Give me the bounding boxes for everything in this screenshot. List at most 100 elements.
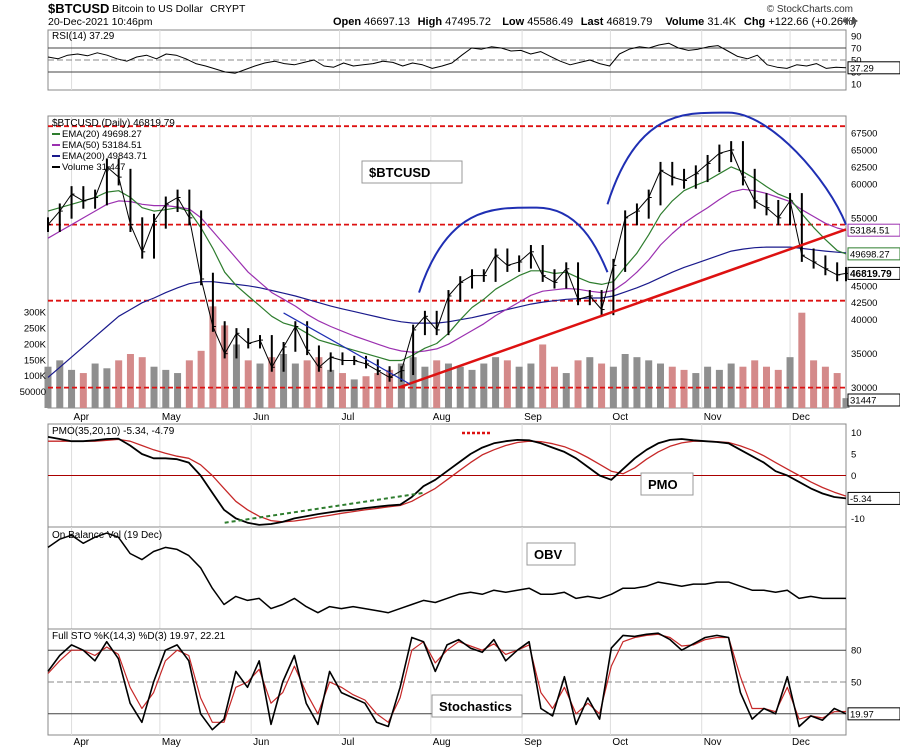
pmo-last-tag: -5.34 <box>850 494 872 505</box>
pmo-tick-label: 5 <box>851 450 856 461</box>
volume-tick-label: 300K <box>24 308 47 319</box>
month-tick-label: Nov <box>704 412 722 423</box>
symbol-title: $BTCUSD <box>48 1 109 16</box>
month-tick-label: May <box>162 412 181 423</box>
volume-bar <box>786 357 794 408</box>
ohlc-stats: Open 46697.13 High 47495.72 Low 45586.49 La… <box>333 16 856 28</box>
volume-bar <box>586 357 594 408</box>
rsi-tick-label: 70 <box>851 44 862 55</box>
volume-bar <box>79 373 87 408</box>
month-tick-label: Dec <box>792 737 810 748</box>
stat-open: Open 46697.13 <box>333 16 410 28</box>
volume-bar <box>492 357 500 408</box>
volume-bar <box>480 363 488 408</box>
ema20-line <box>47 166 847 362</box>
price-tick-label: 62500 <box>851 162 877 173</box>
legend-volume: Volume 31,447 <box>62 162 125 173</box>
rsi-line <box>47 42 847 74</box>
sto-tick-label: 50 <box>851 678 862 689</box>
obv-annotation-label-box <box>526 542 576 566</box>
month-tick-label: May <box>162 737 181 748</box>
volume-bar <box>138 357 146 408</box>
volume-bar <box>291 363 299 408</box>
price-annotation-label: $BTCUSD <box>369 165 430 180</box>
sto-annotation-label-box <box>431 694 523 718</box>
price-line <box>47 149 847 378</box>
volume-bar <box>126 354 134 408</box>
exchange-label: CRYPT <box>210 3 246 15</box>
volume-bar <box>338 373 346 408</box>
sto-last-tag-box <box>847 707 900 721</box>
month-tick-label: Jul <box>342 737 355 748</box>
price-tick-label: 60000 <box>851 179 877 190</box>
month-tick-label: Jun <box>253 412 269 423</box>
pmo-tick-label: -10 <box>851 514 865 525</box>
stat-volume: Volume 31.4K <box>665 16 736 28</box>
volume-bar <box>609 366 617 408</box>
volume-tick-label: 200K <box>24 339 47 350</box>
volume-bar <box>350 379 358 408</box>
sto-tick-label: 80 <box>851 646 862 657</box>
rsi-label: RSI(14) 37.29 <box>52 31 115 42</box>
sto-last-tag: 19.97 <box>850 709 874 720</box>
volume-bar <box>715 369 723 408</box>
month-tick-label: Sep <box>524 737 542 748</box>
volume-bar <box>56 360 64 408</box>
volume-bar <box>386 369 394 408</box>
volume-tick-label: 100K <box>24 371 47 382</box>
volume-bar <box>244 360 252 408</box>
month-tick-label: Aug <box>433 737 451 748</box>
volume-bar <box>562 373 570 408</box>
last-price-tag-box <box>847 266 900 280</box>
volume-bar <box>174 373 182 408</box>
volume-bar <box>468 369 476 408</box>
price-tick-label: 30000 <box>851 383 877 394</box>
month-tick-label: Aug <box>433 412 451 423</box>
volume-bar <box>645 360 653 408</box>
sto-annotation-label: Stochastics <box>439 699 512 714</box>
price-tick-label: 67500 <box>851 128 877 139</box>
rounded-top-arc <box>418 206 609 293</box>
volume-bar <box>621 354 629 408</box>
month-tick-label: Oct <box>612 412 628 423</box>
month-tick-label: Sep <box>524 412 542 423</box>
stat-high: High 47495.72 <box>418 16 491 28</box>
volume-bar <box>327 369 335 408</box>
month-tick-label: Oct <box>612 737 628 748</box>
rsi-tick-label: 50 <box>851 56 862 67</box>
volume-bar <box>232 344 240 408</box>
rsi-last-tag-box <box>847 61 900 75</box>
instrument-name: Bitcoin to US Dollar <box>112 3 204 15</box>
price-tick-label: 42500 <box>851 298 877 309</box>
obv-line <box>47 532 846 614</box>
volume-bar <box>91 363 99 408</box>
volume-bar <box>762 366 770 408</box>
volume-bar <box>185 360 193 408</box>
volume-bar <box>739 366 747 408</box>
chart-date: 20-Dec-2021 10:46pm <box>48 16 153 28</box>
volume-tag: 31447 <box>850 396 876 407</box>
sto-d-line <box>47 633 847 723</box>
price-tick-label: 55000 <box>851 213 877 224</box>
ema20-tag-box <box>847 247 900 261</box>
volume-bar <box>197 350 205 408</box>
pmo-green-trendline <box>224 491 426 524</box>
volume-bar <box>221 325 229 408</box>
ema200-line <box>47 246 847 378</box>
month-tick-label: Dec <box>792 412 810 423</box>
obv-annotation-label: OBV <box>534 547 563 562</box>
volume-bar <box>303 360 311 408</box>
volume-bar <box>833 373 841 408</box>
scroll-arrows-icon[interactable] <box>842 17 858 25</box>
volume-bar <box>574 360 582 408</box>
volume-bar <box>692 373 700 408</box>
volume-bar <box>751 360 759 408</box>
sto-label: Full STO %K(14,3) %D(3) 19.97, 22.21 <box>52 631 226 642</box>
volume-bar <box>162 369 170 408</box>
volume-bar <box>515 366 523 408</box>
rounded-top-arc <box>606 111 847 226</box>
stat-last: Last 46819.79 <box>581 16 653 28</box>
volume-bar <box>374 373 382 408</box>
price-tick-label: 40000 <box>851 315 877 326</box>
